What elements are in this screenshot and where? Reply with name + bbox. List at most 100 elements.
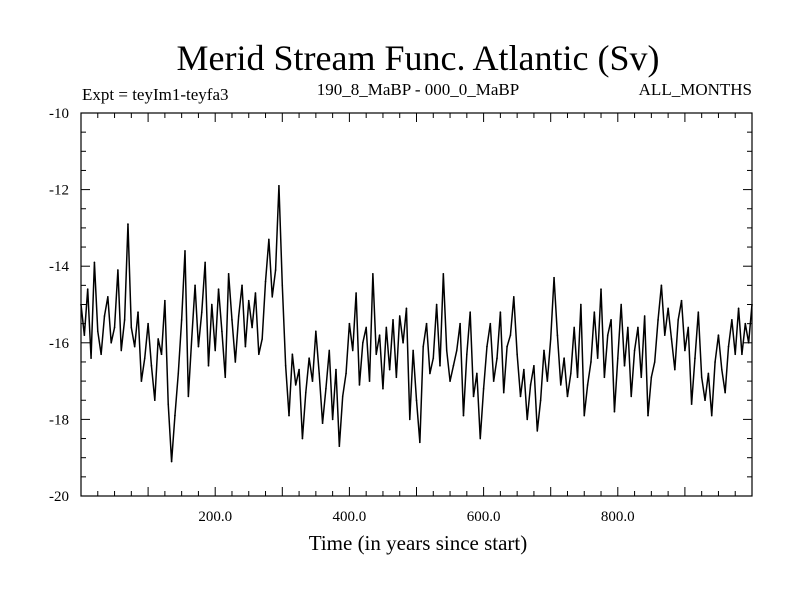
data-point bbox=[355, 292, 357, 294]
data-point bbox=[617, 357, 619, 359]
data-point bbox=[704, 399, 706, 402]
data-point bbox=[653, 361, 656, 363]
data-point bbox=[304, 391, 307, 394]
series-line-0 bbox=[80, 185, 753, 463]
data-point bbox=[643, 315, 646, 317]
data-point bbox=[291, 353, 294, 356]
data-point bbox=[123, 319, 126, 321]
y-tick-label: -18 bbox=[49, 412, 69, 428]
data-point bbox=[378, 334, 381, 336]
data-point bbox=[536, 430, 539, 432]
data-point bbox=[724, 391, 726, 394]
data-point bbox=[207, 364, 210, 367]
series-layer bbox=[80, 184, 753, 463]
data-point bbox=[217, 288, 220, 290]
data-point bbox=[368, 380, 371, 382]
data-point bbox=[580, 303, 582, 306]
data-point bbox=[398, 315, 401, 317]
data-point bbox=[600, 288, 602, 290]
data-point bbox=[231, 319, 233, 321]
data-point bbox=[566, 395, 569, 398]
data-point bbox=[462, 414, 465, 417]
data-point bbox=[402, 342, 404, 344]
data-point bbox=[301, 437, 304, 440]
data-point bbox=[180, 319, 183, 321]
y-tick-label: -20 bbox=[49, 489, 69, 505]
y-tick-label: -12 bbox=[49, 183, 69, 199]
tick-layer bbox=[80, 112, 753, 497]
data-point bbox=[318, 372, 321, 375]
data-point bbox=[543, 349, 545, 352]
data-point bbox=[278, 184, 280, 187]
data-point bbox=[254, 292, 257, 294]
data-point bbox=[412, 349, 414, 352]
data-point bbox=[526, 418, 529, 421]
data-point bbox=[117, 269, 119, 271]
data-point bbox=[459, 322, 461, 325]
data-point bbox=[449, 380, 451, 382]
data-point bbox=[533, 364, 535, 367]
data-point bbox=[606, 334, 609, 336]
y-tick-label: -14 bbox=[49, 259, 69, 275]
x-tick-label: 400.0 bbox=[333, 509, 367, 525]
data-point bbox=[331, 418, 334, 421]
data-point bbox=[96, 330, 99, 333]
data-point bbox=[429, 372, 431, 375]
x-tick-label: 600.0 bbox=[467, 509, 501, 525]
data-point bbox=[392, 319, 394, 321]
data-point bbox=[211, 303, 213, 306]
data-point bbox=[432, 357, 435, 359]
data-point bbox=[200, 311, 203, 313]
data-point bbox=[603, 376, 606, 379]
data-point bbox=[700, 376, 703, 379]
data-point bbox=[338, 445, 341, 448]
data-point bbox=[160, 353, 163, 356]
data-point bbox=[445, 349, 448, 352]
data-point bbox=[690, 403, 693, 405]
data-point bbox=[650, 376, 653, 379]
data-point bbox=[127, 223, 129, 225]
data-point bbox=[496, 357, 498, 359]
data-point bbox=[687, 326, 690, 329]
data-point bbox=[553, 276, 555, 279]
data-point bbox=[308, 357, 310, 359]
experiment-label: Expt = teyIm1-teyfa3 bbox=[82, 85, 228, 104]
data-point bbox=[143, 357, 146, 359]
data-point bbox=[221, 330, 223, 333]
data-point bbox=[167, 403, 170, 405]
months-label: ALL_MONTHS bbox=[639, 80, 752, 99]
data-point bbox=[251, 326, 253, 329]
data-point bbox=[264, 280, 267, 283]
data-point bbox=[680, 299, 683, 302]
data-point bbox=[721, 368, 723, 371]
data-point bbox=[415, 399, 418, 402]
data-point bbox=[348, 322, 351, 325]
data-point bbox=[419, 441, 421, 444]
data-point bbox=[157, 338, 159, 340]
tick-label-layer: 200.0 400.0 600.0 800.0 -10 -12 -14 -16 -18 -20 bbox=[49, 106, 635, 525]
data-point bbox=[281, 284, 284, 287]
data-point bbox=[184, 250, 186, 252]
data-point bbox=[663, 334, 666, 336]
data-point bbox=[482, 387, 485, 390]
data-point bbox=[100, 353, 102, 356]
x-tick-label: 800.0 bbox=[601, 509, 635, 525]
data-point bbox=[744, 322, 747, 325]
data-point bbox=[133, 345, 136, 348]
data-point bbox=[147, 322, 149, 325]
y-tick-label: -10 bbox=[49, 106, 69, 122]
data-point bbox=[556, 334, 559, 336]
data-point bbox=[284, 364, 287, 367]
data-point bbox=[261, 338, 263, 340]
data-point bbox=[107, 296, 109, 298]
data-point bbox=[268, 238, 270, 241]
x-tick-label: 200.0 bbox=[198, 509, 232, 525]
data-point bbox=[365, 326, 367, 329]
data-point bbox=[137, 311, 139, 313]
data-point bbox=[741, 353, 743, 356]
data-point bbox=[472, 395, 475, 398]
data-point bbox=[405, 307, 408, 310]
data-point bbox=[630, 395, 633, 398]
data-point bbox=[633, 349, 636, 352]
data-point bbox=[247, 299, 250, 302]
